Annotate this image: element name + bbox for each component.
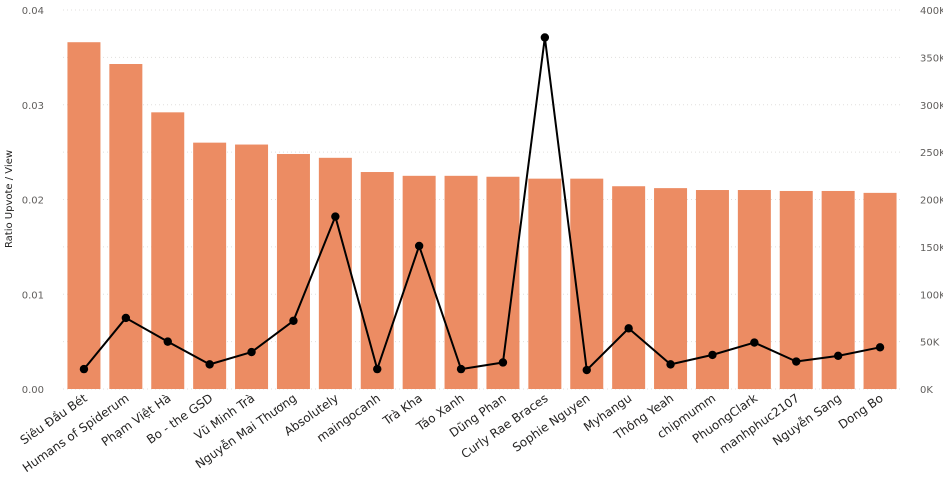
bar[interactable] bbox=[276, 154, 310, 389]
line-point[interactable] bbox=[540, 33, 550, 42]
line-point[interactable] bbox=[79, 364, 89, 374]
bar[interactable] bbox=[318, 157, 352, 389]
line-point[interactable] bbox=[708, 350, 717, 360]
gridlines bbox=[63, 9, 901, 390]
line-point[interactable] bbox=[792, 357, 801, 366]
y-axis-right: 0K 50K 100K 150K 200K 250K 300K 350K 400K bbox=[920, 6, 943, 396]
line-point[interactable] bbox=[498, 358, 508, 367]
y2-tick-label: 300K bbox=[920, 101, 943, 112]
y2-tick-label: 250K bbox=[920, 148, 943, 159]
line-point[interactable] bbox=[456, 364, 466, 374]
line-point[interactable] bbox=[624, 324, 633, 333]
line-point[interactable] bbox=[373, 364, 382, 374]
line-series bbox=[79, 33, 885, 375]
line-point[interactable] bbox=[205, 360, 214, 369]
y-tick-label: 0.00 bbox=[22, 385, 44, 396]
line-point[interactable] bbox=[121, 313, 131, 323]
x-tick-label: Dong Bo bbox=[836, 391, 886, 432]
y-tick-label: 0.02 bbox=[22, 196, 44, 207]
y2-tick-label: 350K bbox=[920, 53, 943, 64]
bar-series bbox=[67, 42, 897, 390]
line-point[interactable] bbox=[875, 343, 885, 352]
line-point[interactable] bbox=[582, 365, 591, 375]
y-axis-left: 0.00 0.01 0.02 0.03 0.04 bbox=[22, 6, 44, 396]
bar[interactable] bbox=[863, 192, 897, 389]
bar[interactable] bbox=[444, 175, 478, 389]
y2-tick-label: 0K bbox=[920, 385, 933, 396]
line-point[interactable] bbox=[666, 360, 675, 369]
y2-tick-label: 200K bbox=[920, 196, 943, 207]
y2-tick-label: 400K bbox=[920, 6, 943, 17]
y2-tick-label: 150K bbox=[920, 243, 943, 254]
bar[interactable] bbox=[360, 172, 394, 389]
bar[interactable] bbox=[193, 142, 227, 389]
y-tick-label: 0.01 bbox=[22, 290, 44, 301]
bar[interactable] bbox=[654, 188, 688, 389]
bar[interactable] bbox=[737, 190, 771, 389]
bar[interactable] bbox=[695, 190, 729, 389]
bar[interactable] bbox=[109, 64, 143, 389]
y2-tick-label: 100K bbox=[920, 290, 943, 301]
line-point[interactable] bbox=[289, 316, 298, 325]
y-tick-label: 0.04 bbox=[22, 6, 44, 17]
line-point[interactable] bbox=[833, 351, 843, 361]
y2-tick-label: 50K bbox=[920, 338, 940, 349]
y-tick-label: 0.03 bbox=[22, 101, 44, 112]
line-point[interactable] bbox=[331, 212, 340, 221]
bar[interactable] bbox=[67, 42, 101, 390]
line-point[interactable] bbox=[750, 338, 759, 347]
line-point[interactable] bbox=[163, 337, 172, 346]
bar[interactable] bbox=[402, 175, 436, 389]
line-point[interactable] bbox=[247, 347, 256, 357]
y-axis-title: Ratio Upvote / View bbox=[4, 150, 15, 248]
bar[interactable] bbox=[612, 186, 646, 389]
bar[interactable] bbox=[528, 178, 562, 389]
series-line bbox=[83, 36, 881, 372]
line-point[interactable] bbox=[414, 241, 424, 251]
